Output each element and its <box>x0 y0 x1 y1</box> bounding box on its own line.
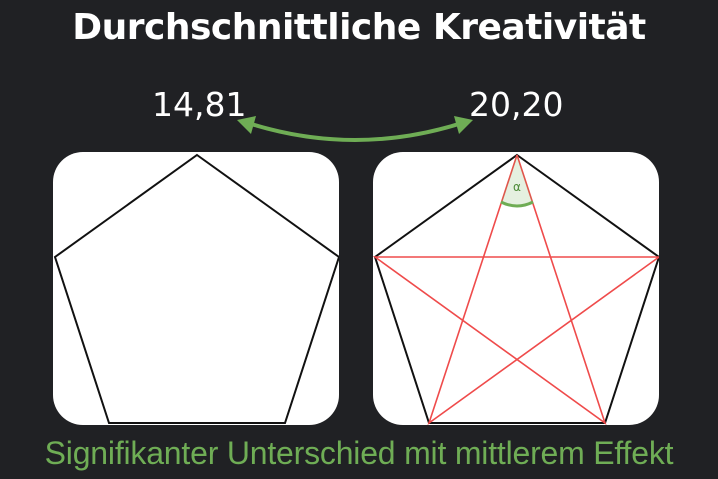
double-arrow-icon <box>237 116 473 142</box>
pentagram-card: α <box>373 152 659 425</box>
pentagon-shape <box>53 153 339 424</box>
angle-label: α <box>513 180 521 194</box>
pentagon-card <box>53 152 339 425</box>
right-value: 20,20 <box>469 85 564 124</box>
caption: Signifikanter Unterschied mit mittlerem … <box>44 435 674 471</box>
left-value: 14,81 <box>152 85 247 124</box>
page-title: Durchschnittliche Kreativität <box>72 7 646 48</box>
pentagram-shape: α <box>373 153 659 425</box>
